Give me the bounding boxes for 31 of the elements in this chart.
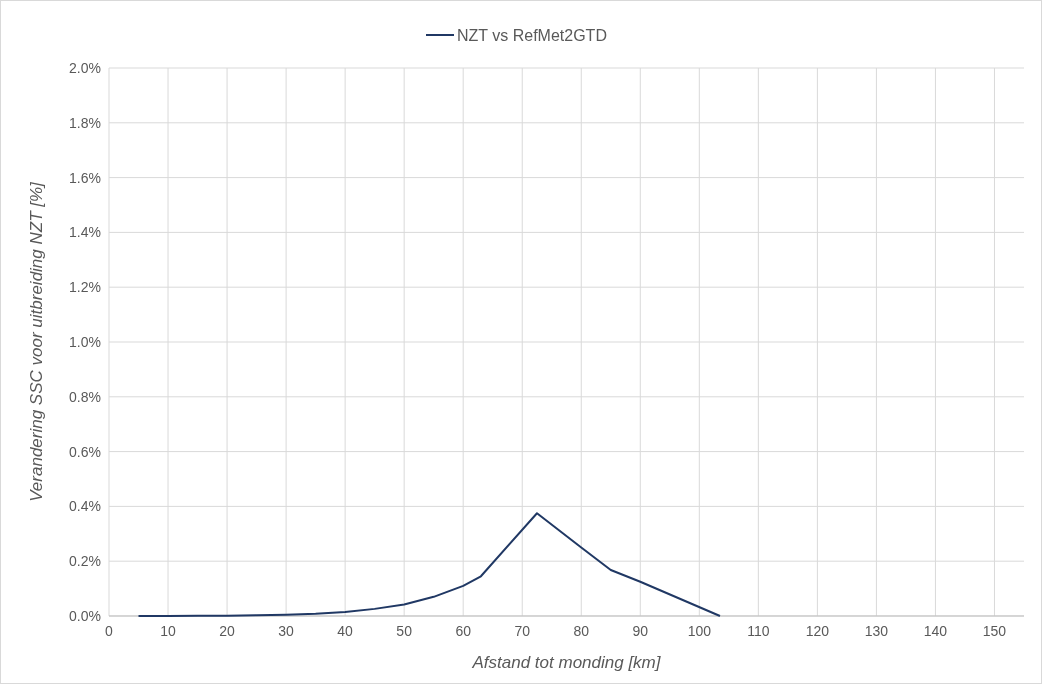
x-tick-label: 110 bbox=[747, 623, 770, 639]
y-tick-label: 0.0% bbox=[69, 607, 101, 624]
x-axis-title: Afstand tot monding [km] bbox=[471, 653, 662, 672]
x-tick-label: 150 bbox=[982, 623, 1007, 639]
y-tick-label: 0.4% bbox=[69, 498, 101, 515]
y-tick-label: 0.6% bbox=[69, 443, 101, 460]
y-tick-label: 1.2% bbox=[69, 279, 101, 296]
y-tick-label: 1.8% bbox=[69, 114, 101, 131]
x-tick-label: 50 bbox=[396, 623, 413, 639]
y-tick-label: 1.6% bbox=[69, 169, 101, 186]
x-tick-label: 30 bbox=[278, 623, 295, 639]
x-tick-label: 100 bbox=[687, 623, 712, 639]
x-tick-label: 0 bbox=[105, 623, 114, 639]
y-axis-title: Verandering SSC voor uitbreiding NZT [%] bbox=[27, 180, 46, 502]
y-tick-label: 2.0% bbox=[69, 59, 101, 76]
x-tick-label: 70 bbox=[514, 623, 531, 639]
x-tick-label: 120 bbox=[805, 623, 830, 639]
x-tick-label: 130 bbox=[864, 623, 889, 639]
y-tick-label: 0.8% bbox=[69, 388, 101, 405]
x-tick-label: 20 bbox=[219, 623, 236, 639]
x-tick-label: 90 bbox=[632, 623, 649, 639]
x-tick-label: 40 bbox=[337, 623, 354, 639]
legend-label: NZT vs RefMet2GTD bbox=[457, 26, 607, 44]
y-tick-label: 1.4% bbox=[69, 224, 101, 241]
y-tick-label: 1.0% bbox=[69, 333, 101, 350]
x-tick-label: 80 bbox=[573, 623, 590, 639]
line-series bbox=[137, 512, 721, 617]
x-tick-label: 60 bbox=[455, 623, 472, 639]
x-tick-label: 10 bbox=[160, 623, 177, 639]
x-tick-label: 140 bbox=[923, 623, 948, 639]
y-tick-label: 0.2% bbox=[69, 553, 101, 570]
